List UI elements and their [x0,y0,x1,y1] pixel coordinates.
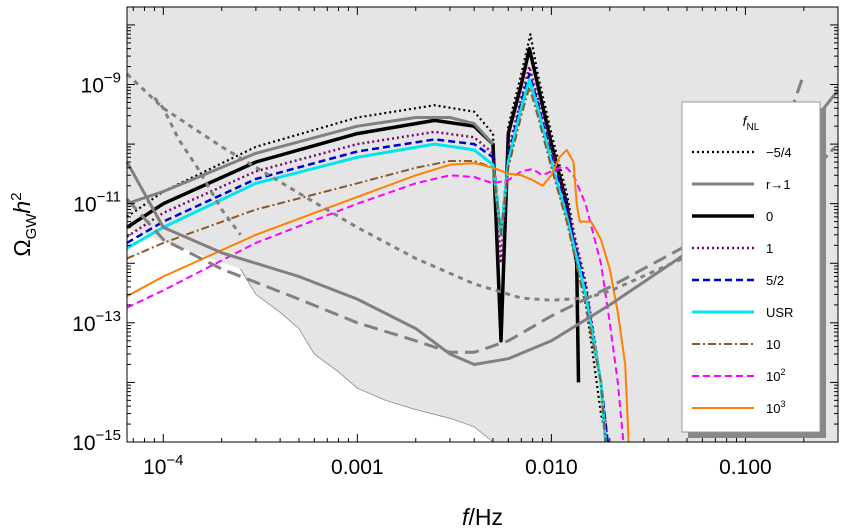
series-line-2 [126,46,581,383]
x-tick-label: 10−4 [143,452,183,479]
legend-label: 0 [766,209,773,224]
series-line-9 [126,116,495,206]
legend-label: 10 [766,337,780,352]
x-tick-label: 0.010 [525,456,578,479]
y-axis-label: ΩGWh2 [8,192,40,256]
legend-label: USR [766,305,793,320]
x-tick-label: 0.001 [331,456,384,479]
y-tick-label: 10−13 [72,308,121,336]
y-axis: 10−9 10−11 10−13 10−15 [72,6,838,455]
legend-label: r→1 [766,177,791,192]
series-line-3 [126,65,609,443]
x-axis-label: f/Hz [462,504,503,530]
legend-label: 103 [766,399,785,416]
sensitivity-region-edge [240,268,494,443]
series-line-7 [126,166,625,443]
series-line-8 [126,148,630,443]
y-tick-label: 10−9 [81,70,121,98]
x-tick-label: 0.100 [719,456,772,479]
x-axis: 10−4 0.001 0.010 0.100 [132,7,805,479]
legend-title: fNL [743,113,760,133]
plot-frame [126,6,839,443]
y-tick-label: 10−15 [72,427,121,455]
series-line-13 [153,96,242,236]
legend-label: −5/4 [766,145,792,160]
legend-label: 102 [766,367,785,384]
series-line-1 [126,33,609,443]
series-line-5 [126,78,607,443]
legend: fNL −5/4 r→1 0 1 5/2 USR 10 102 103 [681,101,826,438]
legend-label: 1 [766,241,773,256]
legend-label: 5/2 [766,273,784,288]
series-line-6 [126,86,607,443]
sensitivity-region [127,7,838,442]
y-tick-label: 10−11 [73,189,121,217]
